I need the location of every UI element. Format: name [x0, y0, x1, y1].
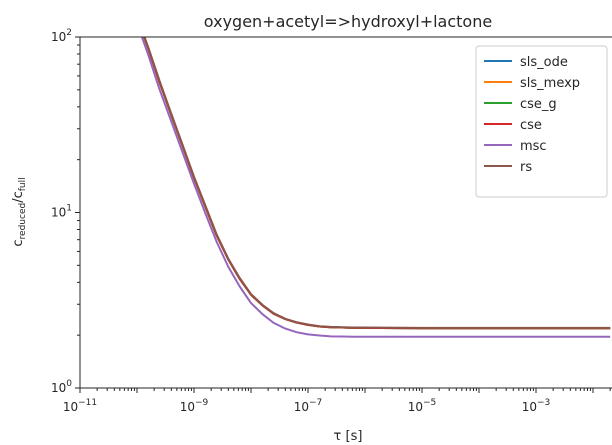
y-axis: 100 101 102 [51, 28, 80, 395]
y-tick-label: 100 [51, 379, 72, 395]
y-tick-label: 101 [51, 204, 72, 220]
legend-label-cse: cse [520, 118, 542, 133]
x-tick-label: 10−5 [408, 398, 437, 414]
x-axis: 10−11 10−9 10−7 10−5 10−3 [63, 388, 611, 414]
legend-label-sls-mexp: sls_mexp [520, 76, 580, 91]
plot-lines [140, 37, 611, 338]
y-tick-label: 102 [51, 28, 72, 44]
legend-label-msc: msc [520, 139, 547, 154]
x-tick-label: 10−3 [522, 398, 551, 414]
series-line-msc [140, 37, 611, 338]
series-line-rs [143, 37, 611, 329]
legend-box [475, 45, 608, 198]
x-tick-label: 10−11 [63, 398, 97, 414]
chart-title: oxygen+acetyl=>hydroxyl+lactone [204, 12, 492, 31]
legend-label-rs: rs [520, 160, 532, 175]
x-tick-label: 10−7 [294, 398, 323, 414]
y-axis-label: creduced/cfull [11, 177, 28, 246]
legend-label-sls-ode: sls_ode [520, 55, 568, 70]
legend-label-cse-g: cse_g [520, 97, 557, 112]
x-tick-label: 10−9 [180, 398, 209, 414]
x-axis-label: τ [s] [334, 429, 363, 444]
